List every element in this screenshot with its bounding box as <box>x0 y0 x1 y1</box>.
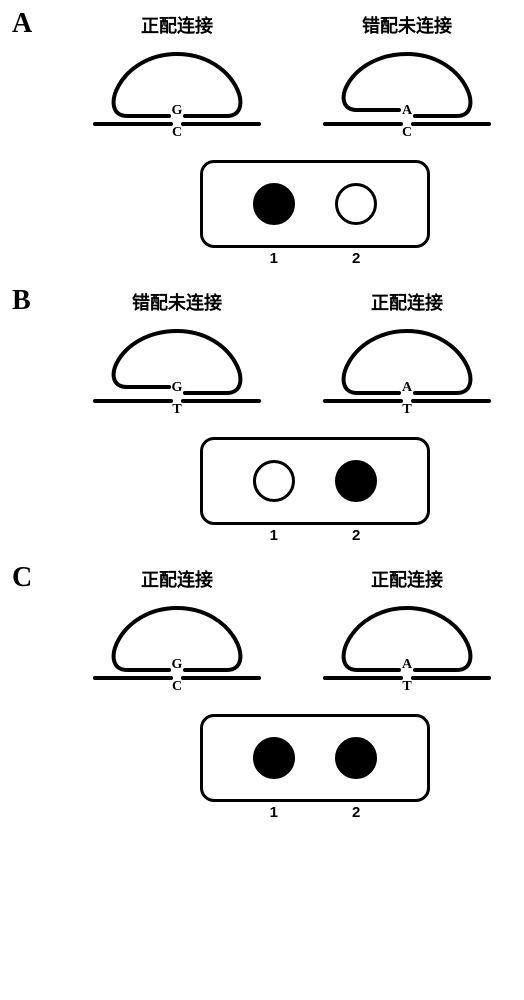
result-nums: 1 2 <box>200 250 430 267</box>
result-num-2: 2 <box>352 527 360 544</box>
panel-letter: C <box>12 562 32 594</box>
result-dot-2 <box>335 737 377 779</box>
left-title: 错配未连接 <box>107 289 247 315</box>
left-title: 正配连接 <box>107 566 247 592</box>
result-dot-1 <box>253 183 295 225</box>
panel-letter: B <box>12 285 31 317</box>
result-nums: 1 2 <box>200 527 430 544</box>
result-dot-2 <box>335 460 377 502</box>
probe-left: TG <box>87 319 267 429</box>
probe-left: CG <box>87 596 267 706</box>
svg-text:C: C <box>172 679 182 694</box>
svg-text:G: G <box>172 380 183 395</box>
svg-text:C: C <box>402 125 412 140</box>
svg-text:C: C <box>172 125 182 140</box>
svg-text:T: T <box>402 402 412 417</box>
svg-text:A: A <box>402 657 413 672</box>
figure: A 正配连接 错配未连接 CG CA 1 2 B 错配未连接 正配连接 TG T… <box>0 0 524 821</box>
svg-text:T: T <box>402 679 412 694</box>
panel-titles: 正配连接 错配未连接 <box>0 0 524 38</box>
right-title: 正配连接 <box>337 289 477 315</box>
probe-right: CA <box>317 42 497 152</box>
panel-letter: A <box>12 8 32 40</box>
result-num-1: 1 <box>270 804 278 821</box>
svg-text:A: A <box>402 380 413 395</box>
svg-text:T: T <box>172 402 182 417</box>
svg-text:A: A <box>402 103 413 118</box>
panel-titles: 错配未连接 正配连接 <box>0 277 524 315</box>
probes-row: CG CA <box>0 42 524 152</box>
svg-text:G: G <box>172 103 183 118</box>
result-nums: 1 2 <box>200 804 430 821</box>
svg-text:G: G <box>172 657 183 672</box>
result-dot-1 <box>253 460 295 502</box>
result-num-1: 1 <box>270 250 278 267</box>
panel-a: A 正配连接 错配未连接 CG CA 1 2 <box>0 0 524 267</box>
result-box <box>200 714 430 802</box>
probe-left: CG <box>87 42 267 152</box>
right-title: 错配未连接 <box>337 12 477 38</box>
result-num-2: 2 <box>352 804 360 821</box>
probes-row: TG TA <box>0 319 524 429</box>
probe-right: TA <box>317 319 497 429</box>
probe-right: TA <box>317 596 497 706</box>
result-box <box>200 160 430 248</box>
right-title: 正配连接 <box>337 566 477 592</box>
result-dot-2 <box>335 183 377 225</box>
result-dot-1 <box>253 737 295 779</box>
probes-row: CG TA <box>0 596 524 706</box>
panel-c: C 正配连接 正配连接 CG TA 1 2 <box>0 554 524 821</box>
result-box <box>200 437 430 525</box>
left-title: 正配连接 <box>107 12 247 38</box>
panel-b: B 错配未连接 正配连接 TG TA 1 2 <box>0 277 524 544</box>
result-num-1: 1 <box>270 527 278 544</box>
panel-titles: 正配连接 正配连接 <box>0 554 524 592</box>
result-num-2: 2 <box>352 250 360 267</box>
